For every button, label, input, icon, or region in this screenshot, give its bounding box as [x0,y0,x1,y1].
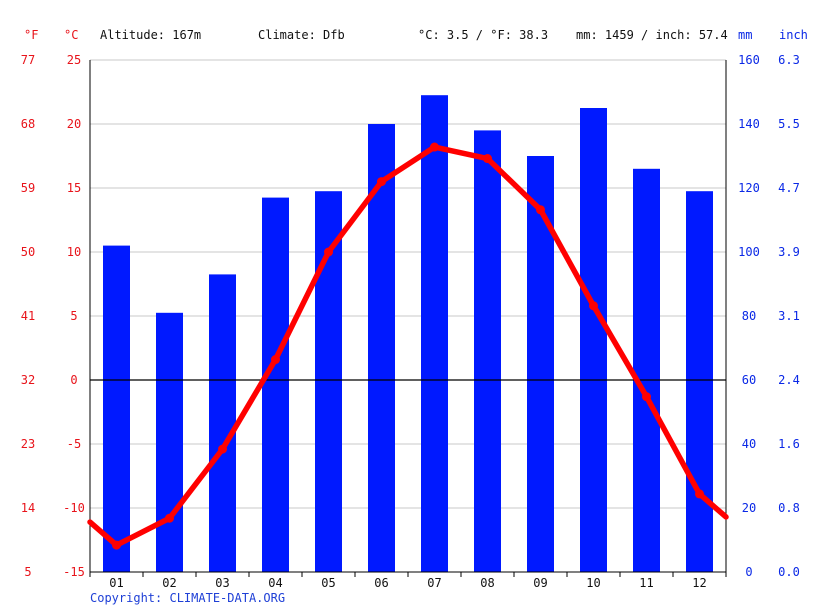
precipitation-total-label: mm: 1459 / inch: 57.4 [576,28,728,42]
temperature-point-10 [589,301,598,311]
tick-label-c: -15 [63,565,85,579]
tick-label-mm: 0 [745,565,752,579]
altitude-label: Altitude: 167m [100,28,202,42]
tick-label-mm: 60 [742,373,756,387]
temperature-point-06 [377,177,386,187]
tick-label-mm: 120 [738,181,760,195]
temperature-point-08 [483,154,492,164]
tick-label-c: 0 [70,373,77,387]
tick-label-mm: 100 [738,245,760,259]
x-tick-label-06: 06 [374,576,388,590]
copyright-link[interactable]: Copyright: CLIMATE-DATA.ORG [90,591,286,605]
tick-label-mm: 20 [742,501,756,515]
x-tick-label-04: 04 [268,576,282,590]
tick-label-c: -10 [63,501,85,515]
x-tick-label-01: 01 [109,576,123,590]
x-tick-label-11: 11 [639,576,653,590]
temperature-point-07 [430,142,439,152]
precip-bar-12 [686,191,713,572]
temperature-point-02 [165,513,174,523]
tick-label-c: -5 [67,437,81,451]
temperature-point-03 [218,444,227,454]
tick-label-f: 77 [21,53,35,67]
precip-bar-04 [262,197,289,572]
tick-label-f: 68 [21,117,35,131]
x-tick-label-08: 08 [480,576,494,590]
precip-bar-02 [156,312,183,572]
unit-fahrenheit-label: °F [24,28,39,42]
tick-label-inch: 3.1 [778,309,800,323]
x-tick-label-05: 05 [321,576,335,590]
temperature-line [87,144,729,548]
unit-celsius-label: °C [64,28,79,42]
tick-label-inch: 0.0 [778,565,800,579]
precip-bar-09 [527,156,554,572]
tick-label-f: 32 [21,373,35,387]
precip-bar-03 [209,274,236,572]
temperature-point-12 [695,489,704,499]
precip-bar-01 [103,245,130,572]
precip-bar-11 [633,168,660,573]
tick-label-mm: 140 [738,117,760,131]
tick-label-c: 10 [67,245,81,259]
tick-label-mm: 160 [738,53,760,67]
temperature-point-01 [112,540,121,550]
tick-label-f: 59 [21,181,35,195]
tick-label-mm: 80 [742,309,756,323]
tick-label-mm: 40 [742,437,756,451]
temperature-point-11 [642,392,651,402]
tick-label-c: 15 [67,181,81,195]
tick-label-c: 5 [70,309,77,323]
temperature-point-04 [271,355,280,365]
tick-label-f: 14 [21,501,35,515]
x-tick-label-03: 03 [215,576,229,590]
tick-label-f: 41 [21,309,35,323]
precip-bar-07 [421,95,448,572]
tick-label-inch: 5.5 [778,117,800,131]
precip-bar-10 [580,108,607,572]
precip-bar-08 [474,130,501,572]
x-tick-label-10: 10 [586,576,600,590]
unit-inch-label: inch [779,28,808,42]
tick-label-inch: 4.7 [778,181,800,195]
tick-label-f: 50 [21,245,35,259]
tick-label-inch: 3.9 [778,245,800,259]
x-tick-label-07: 07 [427,576,441,590]
tick-label-inch: 1.6 [778,437,800,451]
precip-bar-06 [368,124,395,572]
tick-label-f: 5 [24,565,31,579]
temperature-point-05 [324,247,333,257]
temperature-average-label: °C: 3.5 / °F: 38.3 [418,28,549,42]
x-tick-label-09: 09 [533,576,547,590]
x-tick-label-12: 12 [692,576,706,590]
tick-label-f: 23 [21,437,35,451]
tick-label-inch: 0.8 [778,501,800,515]
tick-label-c: 25 [67,53,81,67]
tick-label-c: 20 [67,117,81,131]
climate-label: Climate: Dfb [258,28,345,42]
tick-label-inch: 6.3 [778,53,800,67]
unit-mm-label: mm [738,28,753,42]
x-tick-label-02: 02 [162,576,176,590]
tick-label-inch: 2.4 [778,373,800,387]
temperature-point-09 [536,205,545,215]
